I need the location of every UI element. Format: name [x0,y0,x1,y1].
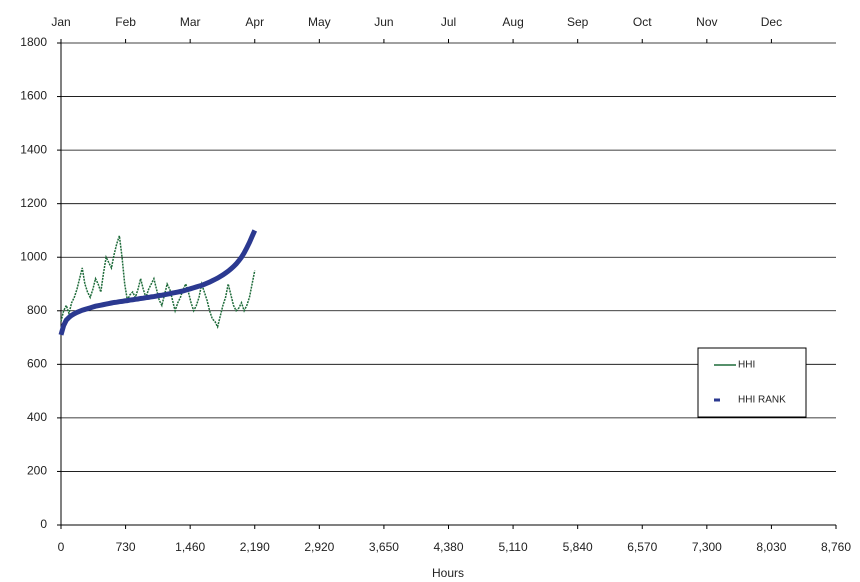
y-tick-label: 400 [27,410,47,424]
y-tick-label: 1600 [20,89,47,103]
x-tick-label: 8,760 [821,540,851,554]
x2-tick-label: Sep [567,15,589,29]
x-tick-label: 5,110 [499,540,528,554]
y-tick-label: 800 [27,303,47,317]
x2-tick-label: Dec [761,15,782,29]
x2-tick-label: Nov [696,15,717,29]
legend-box [697,347,807,418]
y-tick-label: 1800 [20,35,47,49]
x2-tick-label: Jan [51,15,70,29]
x-tick-label: 2,190 [240,540,270,554]
series-line [58,229,258,336]
y-tick-label: 1000 [20,249,47,263]
x2-tick-label: Aug [502,15,523,29]
x-axis-label: Hours [432,566,464,580]
series-line [60,235,256,330]
x-tick-label: 7,300 [692,540,722,554]
x2-tick-label: May [308,15,331,29]
legend-label: HHI [738,360,755,371]
y-tick-label: 0 [40,517,47,531]
x-tick-label: 3,650 [369,540,399,554]
x-tick-label: 2,920 [304,540,334,554]
x-tick-label: 730 [116,540,136,554]
x2-tick-label: Mar [180,15,201,29]
x-tick-label: 1,460 [175,540,205,554]
x2-tick-label: Oct [633,15,652,29]
legend-label: HHI RANK [738,395,786,406]
x-tick-label: 4,380 [433,540,463,554]
y-tick-label: 1200 [20,196,47,210]
x2-tick-label: Apr [245,15,264,29]
x-tick-label: 0 [58,540,65,554]
x-tick-label: 6,570 [627,540,657,554]
x2-tick-label: Jul [441,15,456,29]
x2-tick-label: Jun [374,15,393,29]
y-tick-label: 1400 [20,142,47,156]
y-tick-label: 200 [27,464,47,478]
x2-tick-label: Feb [115,15,136,29]
y-tick-label: 600 [27,357,47,371]
x-tick-label: 8,030 [756,540,786,554]
x-tick-label: 5,840 [563,540,593,554]
